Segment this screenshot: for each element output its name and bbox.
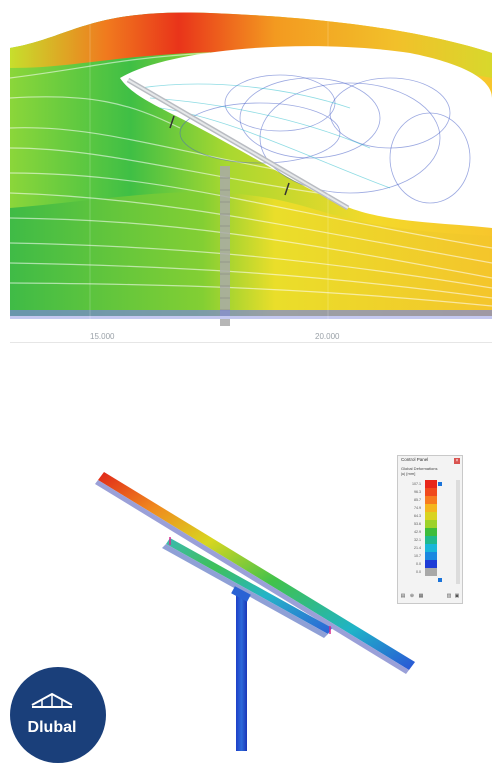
- legend-value: 64.3: [414, 514, 421, 518]
- legend-row: 85.7: [401, 496, 457, 504]
- streamline-plot: [10, 8, 492, 326]
- structure-deformation-view: [0, 440, 492, 751]
- legend-value: 21.4: [414, 546, 421, 550]
- legend-value: 0.0: [416, 570, 421, 574]
- legend-value: 96.3: [414, 490, 421, 494]
- close-icon[interactable]: ×: [454, 458, 460, 464]
- legend-row: 0.0: [401, 568, 457, 576]
- legend-swatch: [425, 480, 437, 488]
- legend-swatch: [425, 512, 437, 520]
- legend-swatch: [425, 488, 437, 496]
- legend-row: 32.1: [401, 536, 457, 544]
- legend-value: 85.7: [414, 498, 421, 502]
- bridge-logo-icon: [31, 692, 73, 708]
- control-panel[interactable]: Control Panel × Global Deformations |u| …: [397, 455, 463, 604]
- legend-swatch: [425, 544, 437, 552]
- x-axis-tick-label: 20.000: [315, 332, 340, 341]
- panel-heading: Global Deformations: [401, 466, 438, 471]
- color-legend: 107.1 96.3 85.7 74.9 64.3 53.6 42.9 32.1 21.4 10.…: [401, 480, 457, 584]
- grid-icon[interactable]: ▦: [418, 593, 424, 599]
- legend-value: 0.0: [416, 562, 421, 566]
- zoom-icon[interactable]: ⊕: [409, 593, 415, 599]
- legend-row: 74.9: [401, 504, 457, 512]
- legend-value: 32.1: [414, 538, 421, 542]
- legend-swatch: [425, 520, 437, 528]
- legend-value: 42.9: [414, 530, 421, 534]
- wind-flow-view: 15.000 20.000: [10, 8, 492, 343]
- legend-min-handle[interactable]: [438, 578, 442, 582]
- legend-row: 10.7: [401, 552, 457, 560]
- legend-swatch: [425, 552, 437, 560]
- unit-label: |u| [mm]: [401, 471, 416, 476]
- divider: [10, 342, 492, 343]
- legend-row: 0.0: [401, 560, 457, 568]
- legend-row: 107.1: [401, 480, 457, 488]
- x-axis-tick-label: 15.000: [90, 332, 115, 341]
- legend-swatch: [425, 504, 437, 512]
- table-icon[interactable]: ▣: [454, 593, 460, 599]
- panel-toolbar: ▤ ⊕ ▦ ▥ ▣: [400, 593, 460, 601]
- deformation-model: [95, 472, 415, 751]
- legend-swatch: [425, 568, 437, 576]
- legend-max-handle[interactable]: [438, 482, 442, 486]
- legend-value: 107.1: [412, 482, 421, 486]
- logo-text: Dlubal: [27, 719, 77, 736]
- legend-swatch: [425, 560, 437, 568]
- legend-swatch: [425, 496, 437, 504]
- legend-row: 21.4: [401, 544, 457, 552]
- panel-title: Control Panel: [401, 457, 429, 462]
- legend-icon[interactable]: ▤: [400, 593, 406, 599]
- legend-row: 64.3: [401, 512, 457, 520]
- legend-swatch: [425, 528, 437, 536]
- dlubal-logo: Dlubal: [10, 667, 106, 763]
- legend-row: 96.3: [401, 488, 457, 496]
- chart-icon[interactable]: ▥: [446, 593, 452, 599]
- legend-swatch: [425, 536, 437, 544]
- legend-value: 10.7: [414, 554, 421, 558]
- scrollbar[interactable]: [456, 480, 460, 584]
- legend-row: 42.9: [401, 528, 457, 536]
- legend-value: 74.9: [414, 506, 421, 510]
- legend-row: 53.6: [401, 520, 457, 528]
- legend-value: 53.6: [414, 522, 421, 526]
